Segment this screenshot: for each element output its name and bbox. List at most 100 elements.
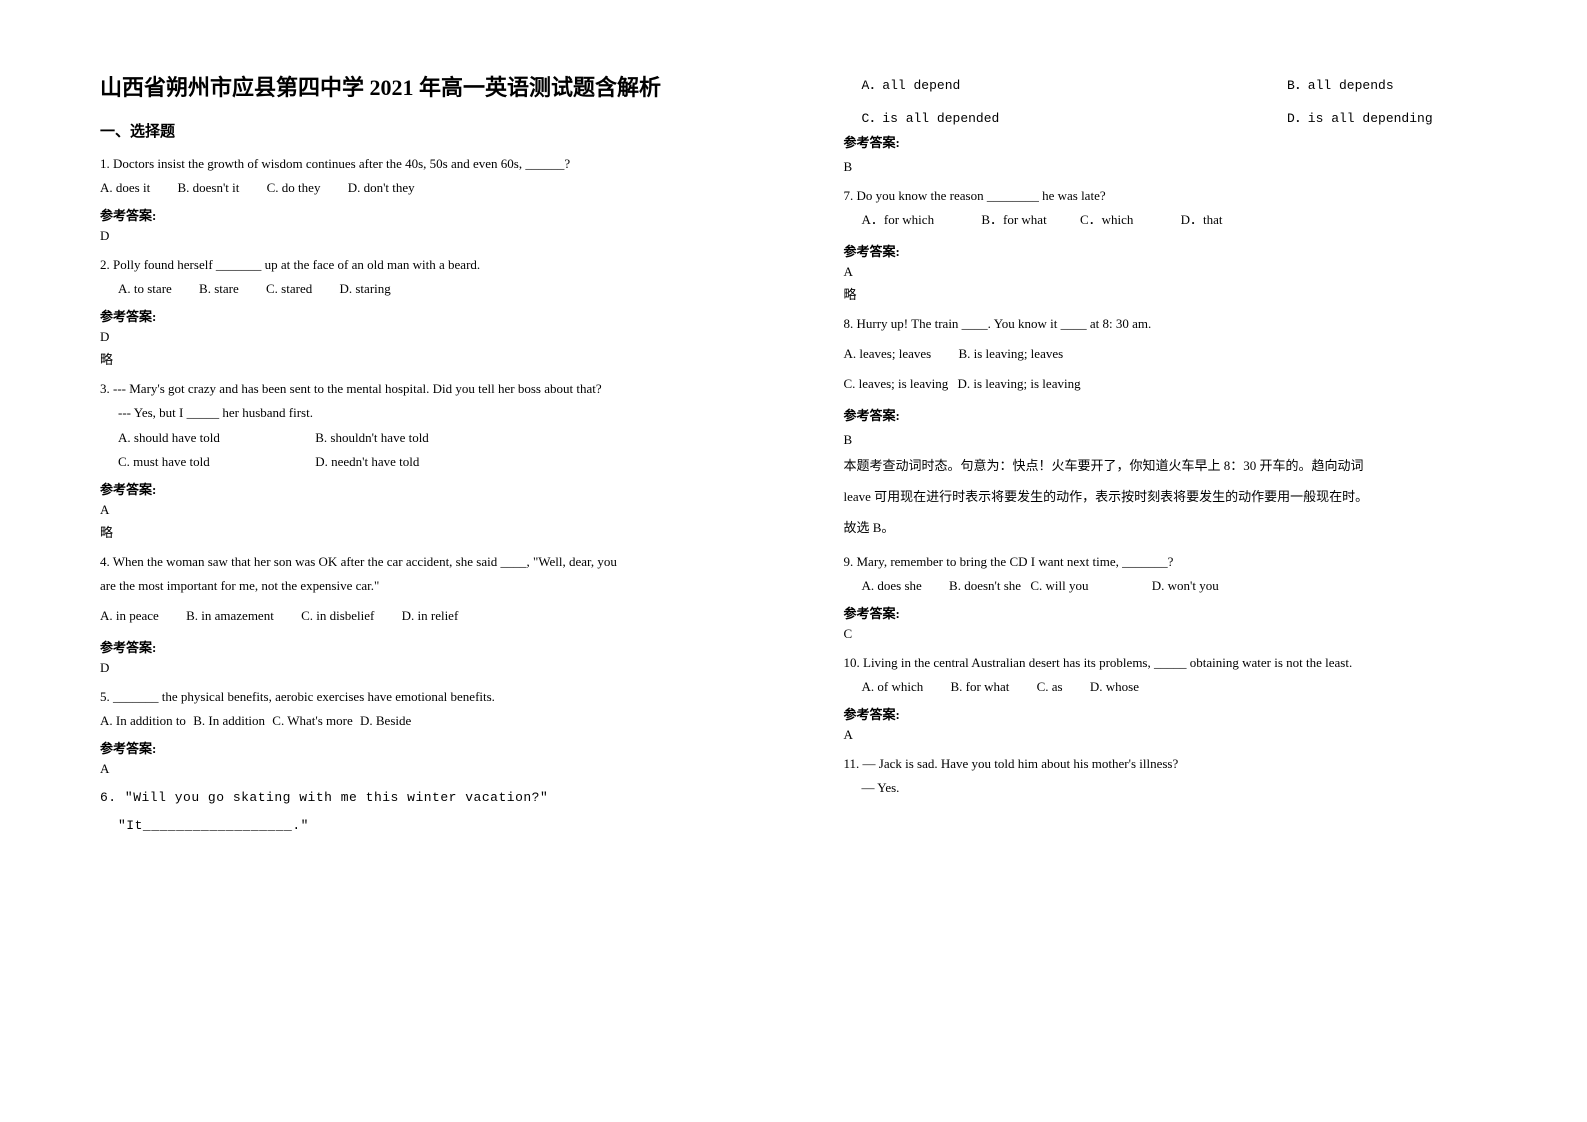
option-a: A．all depend [862, 74, 961, 93]
question-2: 2. Polly found herself _______ up at the… [100, 254, 744, 368]
question-text: 2. Polly found herself _______ up at the… [100, 254, 744, 276]
question-text: 3. --- Mary's got crazy and has been sen… [100, 378, 744, 400]
answer-label: 参考答案: [100, 637, 744, 656]
option-a: A. of which [862, 679, 924, 694]
question-text: 1. Doctors insist the growth of wisdom c… [100, 153, 744, 175]
option-b: B. for what [951, 679, 1010, 694]
brief-note: 略 [100, 522, 744, 541]
options-row: A. In addition to B. In addition C. What… [100, 710, 744, 732]
options-row: C. leaves; is leaving D. is leaving; is … [844, 373, 1488, 395]
option-c: C. stared [266, 281, 312, 296]
question-text: 6. "Will you go skating with me this win… [100, 787, 744, 809]
option-a: A. should have told [118, 427, 288, 449]
option-d: D. staring [339, 281, 390, 296]
option-b: B. doesn't it [177, 180, 239, 195]
option-d: D. don't they [348, 180, 415, 195]
option-c: C. leaves; is leaving [844, 376, 949, 391]
answer-label: 参考答案: [844, 405, 1488, 424]
question-10: 10. Living in the central Australian des… [844, 652, 1488, 743]
option-d: D. whose [1090, 679, 1139, 694]
question-6: 6. "Will you go skating with me this win… [100, 787, 744, 837]
option-b: B. stare [199, 281, 239, 296]
question-7: 7. Do you know the reason ________ he wa… [844, 185, 1488, 303]
explanation: 本题考查动词时态。句意为：快点！火车要开了，你知道火车早上 8：30 开车的。趋… [844, 454, 1488, 479]
answer-value: D [100, 660, 744, 676]
option-c: C．is all depended [862, 107, 1000, 126]
answer-label: 参考答案: [100, 306, 744, 325]
option-d: D. needn't have told [315, 454, 419, 469]
option-b: B．for what [981, 212, 1046, 227]
option-c: C. do they [267, 180, 321, 195]
question-text: 9. Mary, remember to bring the CD I want… [844, 551, 1488, 573]
question-text: 8. Hurry up! The train ____. You know it… [844, 313, 1488, 335]
option-a: A．for which [862, 212, 935, 227]
option-c: C．which [1080, 212, 1133, 227]
left-column: 山西省朔州市应县第四中学 2021 年高一英语测试题含解析 一、选择题 1. D… [0, 0, 794, 1122]
option-a: A. does it [100, 180, 150, 195]
option-d: D. in relief [402, 608, 459, 623]
right-column: A．all depend B．all depends C．is all depe… [794, 0, 1587, 1122]
question-3: 3. --- Mary's got crazy and has been sen… [100, 378, 744, 540]
answer-label: 参考答案: [844, 241, 1488, 260]
question-text: 4. When the woman saw that her son was O… [100, 551, 744, 573]
option-a: A. leaves; leaves [844, 346, 932, 361]
answer-label: 参考答案: [100, 205, 744, 224]
options-row: A. in peace B. in amazement C. in disbel… [100, 605, 744, 627]
answer-value: D [100, 329, 744, 345]
option-d: D．is all depending [1287, 107, 1487, 126]
option-a: A. to stare [118, 281, 172, 296]
option-d: D. Beside [360, 713, 411, 728]
options-row: A. leaves; leaves B. is leaving; leaves [844, 343, 1488, 365]
option-b: B. doesn't she [949, 578, 1021, 593]
options-row: A．all depend B．all depends [844, 74, 1488, 93]
question-text: are the most important for me, not the e… [100, 575, 744, 597]
answer-value: D [100, 228, 744, 244]
option-a: A. does she [862, 578, 922, 593]
answer-value: B [844, 432, 1488, 448]
answer-value: A [844, 264, 1488, 280]
option-b: B．all depends [1287, 74, 1487, 93]
question-text: "It__________________." [100, 815, 744, 837]
options-row: A. of which B. for what C. as D. whose [844, 676, 1488, 698]
option-c: C. as [1037, 679, 1063, 694]
question-11: 11. — Jack is sad. Have you told him abo… [844, 753, 1488, 799]
options-row: C．is all depended D．is all depending [844, 107, 1488, 126]
answer-label: 参考答案: [100, 479, 744, 498]
option-b: B. shouldn't have told [315, 430, 429, 445]
options-row: C. must have told D. needn't have told [100, 451, 744, 473]
question-6-options: A．all depend B．all depends C．is all depe… [844, 74, 1488, 175]
option-a: A. in peace [100, 608, 159, 623]
options-row: A. does it B. doesn't it C. do they D. d… [100, 177, 744, 199]
option-d: D. is leaving; is leaving [957, 376, 1080, 391]
options-row: A. to stare B. stare C. stared D. starin… [100, 278, 744, 300]
answer-label: 参考答案: [844, 704, 1488, 723]
question-1: 1. Doctors insist the growth of wisdom c… [100, 153, 744, 244]
answer-label: 参考答案: [844, 603, 1488, 622]
document-title: 山西省朔州市应县第四中学 2021 年高一英语测试题含解析 [100, 70, 744, 102]
option-d: D．that [1181, 212, 1223, 227]
section-heading: 一、选择题 [100, 120, 744, 141]
question-4: 4. When the woman saw that her son was O… [100, 551, 744, 676]
question-text: 5. _______ the physical benefits, aerobi… [100, 686, 744, 708]
question-5: 5. _______ the physical benefits, aerobi… [100, 686, 744, 777]
option-c: C. What's more [272, 713, 352, 728]
option-a: A. In addition to [100, 713, 186, 728]
options-row: A. should have told B. shouldn't have to… [100, 427, 744, 449]
brief-note: 略 [100, 349, 744, 368]
question-text: — Yes. [844, 777, 1488, 799]
question-text: --- Yes, but I _____ her husband first. [100, 402, 744, 424]
option-c: C. must have told [118, 451, 288, 473]
explanation: 故选 B。 [844, 516, 1488, 541]
answer-value: A [100, 761, 744, 777]
option-c: C. in disbelief [301, 608, 374, 623]
answer-value: A [100, 502, 744, 518]
options-row: A．for which B．for what C．which D．that [844, 209, 1488, 231]
option-b: B. in amazement [186, 608, 274, 623]
question-text: 11. — Jack is sad. Have you told him abo… [844, 753, 1488, 775]
answer-value: A [844, 727, 1488, 743]
question-text: 7. Do you know the reason ________ he wa… [844, 185, 1488, 207]
answer-value: C [844, 626, 1488, 642]
options-row: A. does she B. doesn't she C. will you D… [844, 575, 1488, 597]
answer-value: B [844, 159, 1488, 175]
option-b: B. In addition [193, 713, 265, 728]
